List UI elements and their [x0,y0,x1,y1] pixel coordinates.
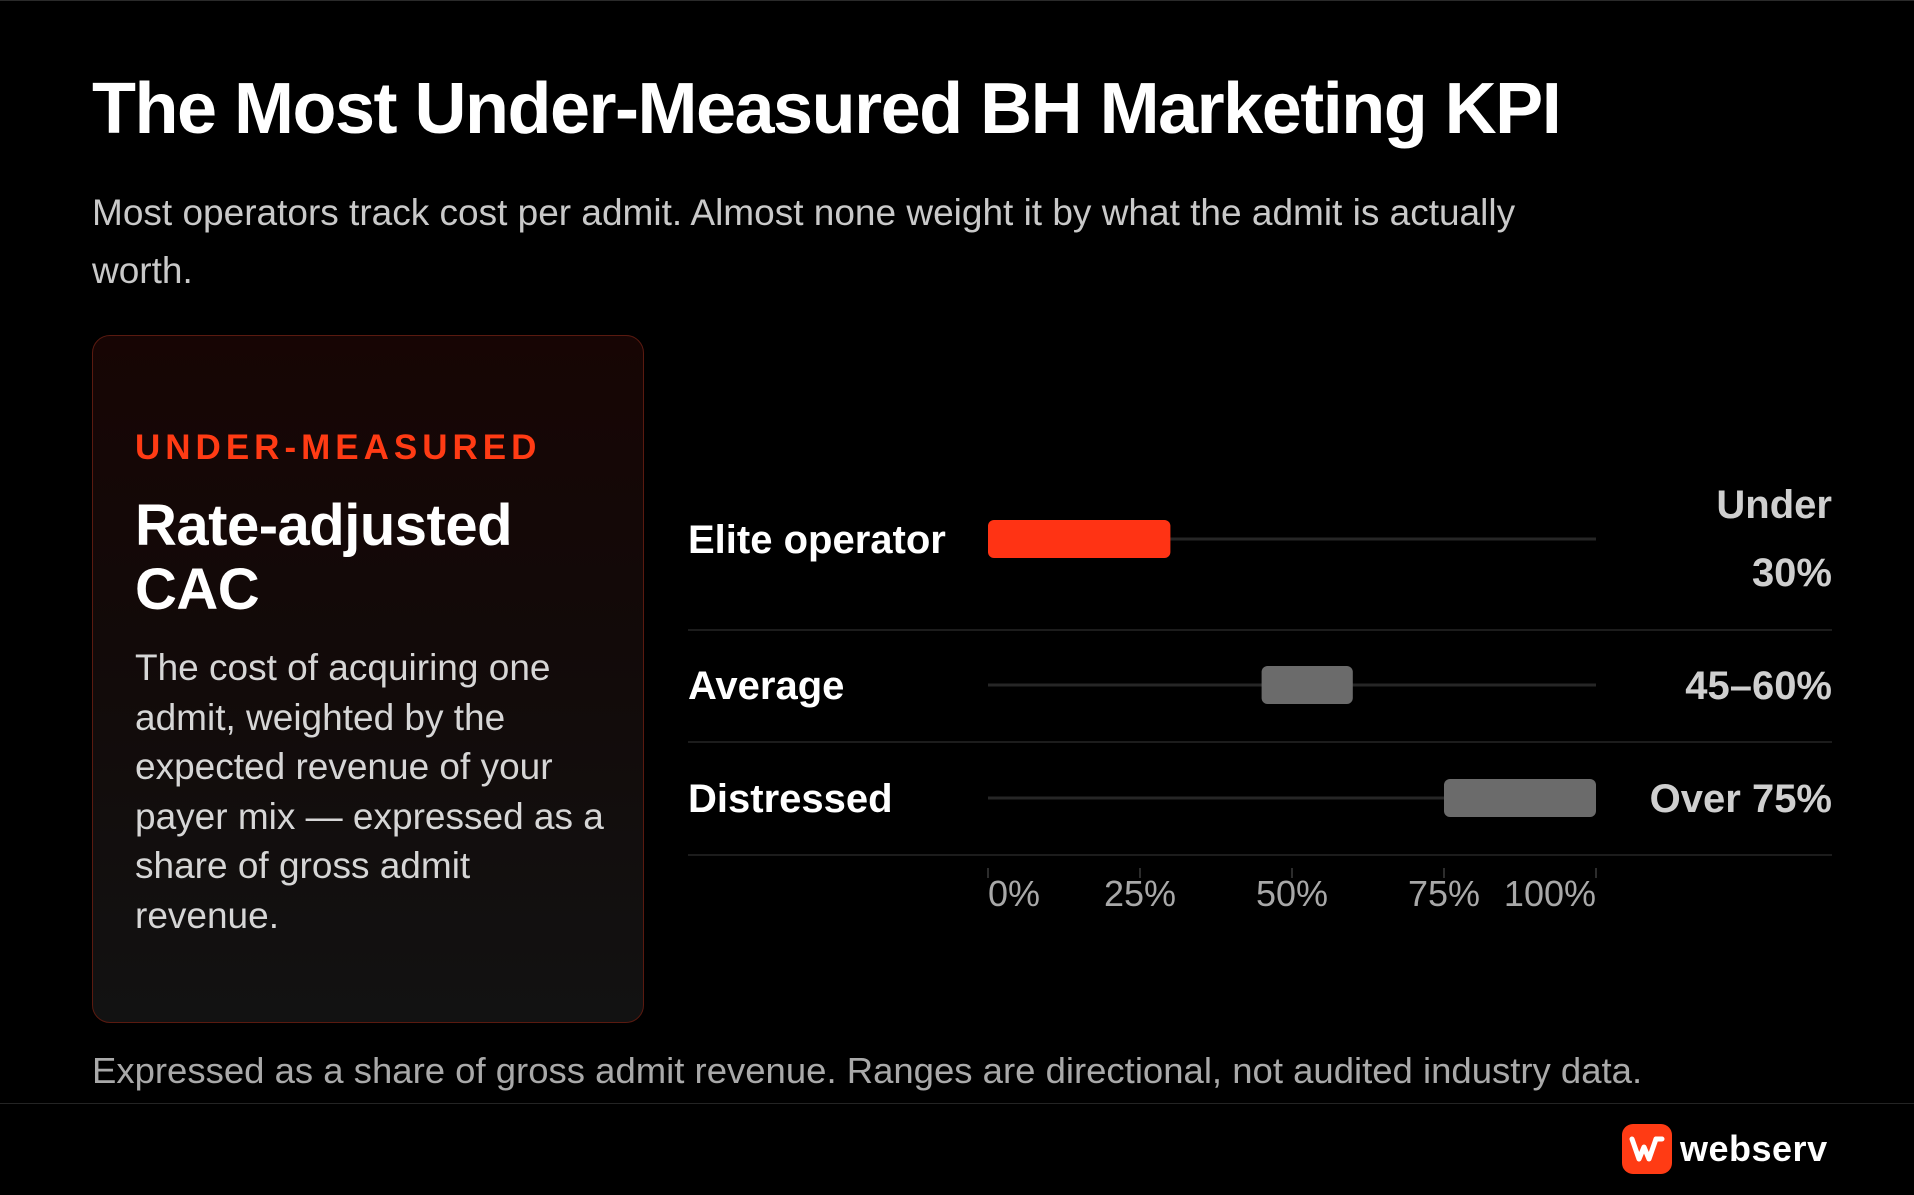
card-description: The cost of acquiring one admit, weighte… [135,647,604,936]
top-divider [0,0,1914,1]
category-label: Distressed [688,777,893,821]
footnote: Expressed as a share of gross admit reve… [92,1050,1643,1091]
tick-label: 25% [1104,873,1176,914]
value-label: 45–60% [1685,664,1832,708]
category-label: Average [688,664,844,708]
page-title: The Most Under-Measured BH Marketing KPI [92,69,1562,149]
card-title: Rate-adjusted CAC [135,493,513,622]
range-bar [1444,779,1596,817]
tick-label: 0% [988,873,1040,914]
tick-label: 75% [1408,873,1480,914]
brand-logo: webserv [1622,1124,1828,1174]
page-subtitle: Most operators track cost per admit. Alm… [92,192,1516,291]
category-label: Elite operator [688,518,946,562]
value-label: 30% [1752,551,1832,595]
range-bar [988,520,1171,558]
value-label: Over 75% [1650,777,1832,821]
tick-label: 50% [1256,873,1328,914]
tick-label: 100% [1504,873,1596,914]
brand-name: webserv [1680,1128,1828,1169]
logo-glyph [1629,1136,1665,1162]
card-eyebrow: UNDER-MEASURED [135,428,542,467]
range-bar [1261,666,1353,704]
kpi-card: UNDER-MEASURED Rate-adjusted CAC The cos… [92,335,644,1023]
value-label: Under [1716,483,1832,527]
bottom-divider [0,1103,1914,1104]
webserv-logo-icon [1622,1124,1672,1174]
